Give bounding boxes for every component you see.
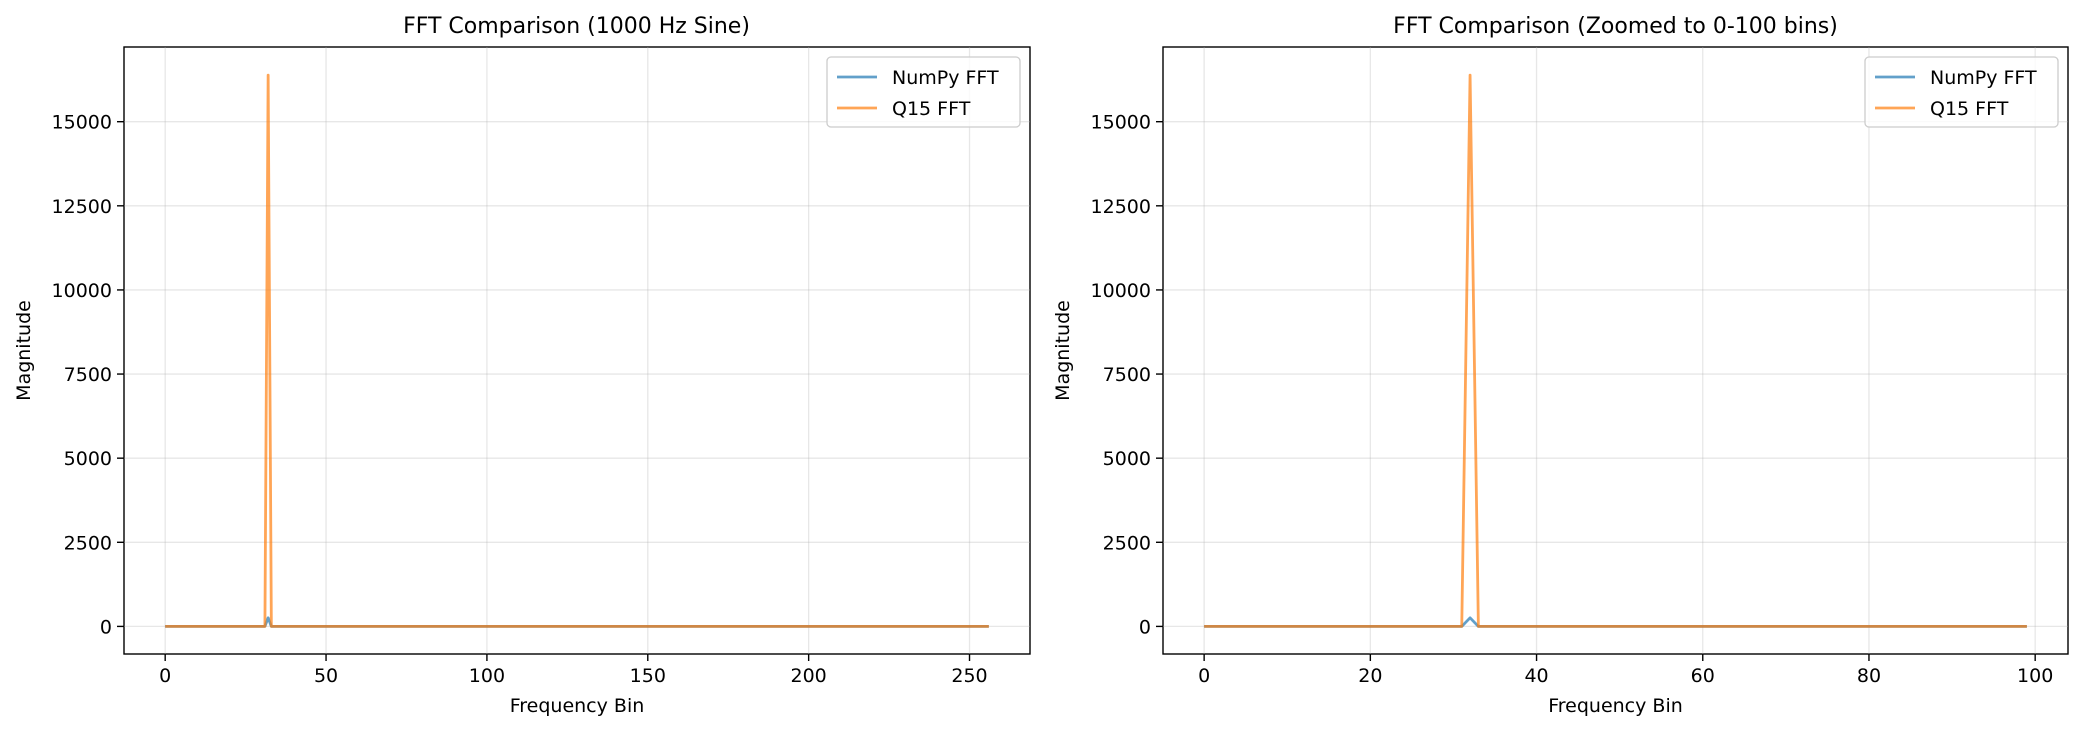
x-tick-label: 60 <box>1691 665 1715 687</box>
y-tick-label: 10000 <box>1091 280 1151 302</box>
chart-title: FFT Comparison (Zoomed to 0-100 bins) <box>1393 14 1838 39</box>
grid <box>1163 47 2068 654</box>
y-tick-label: 7500 <box>1103 364 1151 386</box>
x-tick-label: 50 <box>314 665 338 687</box>
y-tick-label: 12500 <box>52 196 112 218</box>
series-line-q15-fft <box>165 73 989 628</box>
legend-label-q15-fft: Q15 FFT <box>1930 98 2009 120</box>
y-tick-label: 0 <box>1139 616 1151 638</box>
x-tick-label: 20 <box>1358 665 1382 687</box>
x-axis-label: Frequency Bin <box>510 695 645 717</box>
legend-frame <box>826 56 1021 128</box>
x-tick-label: 40 <box>1524 665 1548 687</box>
y-tick-label: 7500 <box>64 364 112 386</box>
x-tick-label: 100 <box>469 665 505 687</box>
legend-label-numpy-fft: NumPy FFT <box>892 67 999 89</box>
y-tick-label: 15000 <box>52 112 112 134</box>
x-tick-label: 150 <box>630 665 666 687</box>
series-lines <box>1204 73 2027 628</box>
x-tick-label: 100 <box>2017 665 2053 687</box>
series-line-q15-fft <box>1204 73 2027 628</box>
y-tick-label: 12500 <box>1091 196 1151 218</box>
y-tick-label: 0 <box>100 616 112 638</box>
y-axis-label: Magnitude <box>1052 300 1074 401</box>
chart-title: FFT Comparison (1000 Hz Sine) <box>403 14 750 39</box>
x-axis-label: Frequency Bin <box>1548 695 1683 717</box>
plot-fft-zoomed: FFT Comparison (Zoomed to 0-100 bins) 0 2… <box>1052 14 2069 717</box>
y-tick-label: 2500 <box>64 532 112 554</box>
legend-label-q15-fft: Q15 FFT <box>892 98 971 120</box>
ticks: 0 50 100 150 200 2500250050007500100001250015… <box>52 112 988 687</box>
y-tick-label: 2500 <box>1103 532 1151 554</box>
grid <box>124 47 1030 654</box>
ticks: 0 20 40 60 80 100 0 2500 5000 7500 10000 12500 15000 <box>1091 112 2054 687</box>
y-axis-label: Magnitude <box>13 300 35 401</box>
y-tick-label: 15000 <box>1091 112 1151 134</box>
series-lines <box>165 73 989 628</box>
y-tick-label: 5000 <box>64 448 112 470</box>
y-tick-label: 10000 <box>52 280 112 302</box>
x-tick-label: 80 <box>1857 665 1881 687</box>
x-tick-label: 0 <box>159 665 171 687</box>
x-tick-label: 0 <box>1198 665 1210 687</box>
x-tick-label: 200 <box>791 665 827 687</box>
x-tick-label: 250 <box>951 665 987 687</box>
plot-fft-full: FFT Comparison (1000 Hz Sine) 0 50 100 150 2… <box>13 14 1031 717</box>
legend-frame <box>1864 56 2059 128</box>
legend-label-numpy-fft: NumPy FFT <box>1930 67 2037 89</box>
plot-frame <box>123 46 1031 655</box>
y-tick-label: 5000 <box>1103 448 1151 470</box>
legend: NumPy FFT Q15 FFT <box>1864 56 2059 128</box>
legend: NumPy FFT Q15 FFT <box>826 56 1021 128</box>
plot-frame <box>1162 46 2069 655</box>
